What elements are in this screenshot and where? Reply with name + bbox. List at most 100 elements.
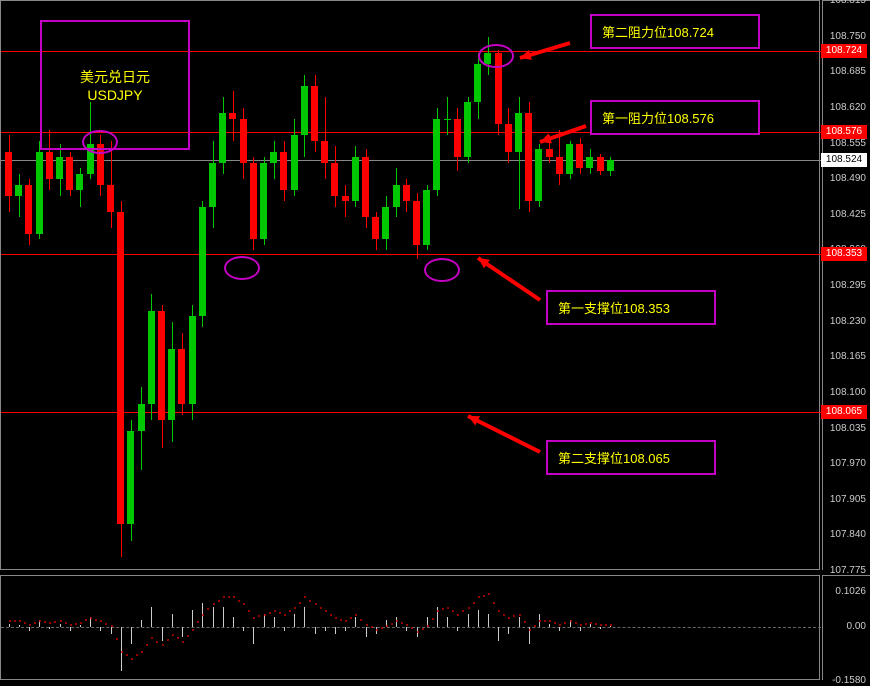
macd-dot [218, 600, 220, 602]
histogram-bar [580, 627, 581, 630]
candle-body [597, 157, 604, 171]
macd-dot [549, 620, 551, 622]
y-tick-label: 108.750 [824, 31, 866, 42]
macd-dot [60, 620, 62, 622]
macd-dot [116, 638, 118, 640]
arrow-icon [528, 114, 598, 154]
candle-body [250, 163, 257, 240]
y-tick-label: 108.425 [824, 209, 866, 220]
y-tick-label: 108.490 [824, 173, 866, 184]
candle-body [280, 152, 287, 190]
macd-dot [406, 624, 408, 626]
candle-body [168, 349, 175, 420]
candle-body [454, 119, 461, 157]
y-tick-label: 108.815 [824, 0, 866, 6]
candle-body [199, 207, 206, 317]
candle-body [393, 185, 400, 207]
macd-dot [304, 596, 306, 598]
macd-dot [432, 618, 434, 620]
macd-dot [376, 629, 378, 631]
arrow-icon [456, 404, 552, 464]
histogram-bar [274, 617, 275, 627]
candle-body [240, 119, 247, 163]
arrow-icon [466, 246, 552, 312]
macd-dot [238, 600, 240, 602]
histogram-bar [70, 627, 71, 630]
histogram-bar [325, 627, 326, 630]
macd-dot [605, 624, 607, 626]
macd-dot [162, 644, 164, 646]
indicator-tick-label: 0.00 [824, 621, 866, 632]
macd-dot [315, 603, 317, 605]
histogram-bar [559, 627, 560, 630]
candle-body [189, 316, 196, 404]
candle-body [148, 311, 155, 404]
macd-dot [49, 622, 51, 624]
y-axis: 108.815108.750108.685108.620108.555108.4… [822, 0, 870, 570]
candle-body [5, 152, 12, 196]
macd-dot [483, 595, 485, 597]
macd-dot [264, 614, 266, 616]
candle-body [178, 349, 185, 404]
macd-dot [29, 624, 31, 626]
macd-dot [294, 607, 296, 609]
candle-body [321, 141, 328, 163]
macd-dot [187, 635, 189, 637]
macd-dot [488, 593, 490, 595]
histogram-bar [111, 627, 112, 634]
macd-dot [202, 614, 204, 616]
macd-dot [192, 629, 194, 631]
macd-dot [14, 620, 16, 622]
macd-dot [258, 615, 260, 617]
macd-dot [437, 610, 439, 612]
annotation-box: 第二阻力位108.724 [590, 14, 760, 49]
highlight-ring [424, 258, 460, 282]
macd-dot [279, 612, 281, 614]
y-tick-label: 108.035 [824, 423, 866, 434]
macd-dot [167, 639, 169, 641]
macd-dot [600, 624, 602, 626]
histogram-bar [60, 624, 61, 627]
histogram-bar [49, 627, 50, 629]
histogram-bar [19, 625, 20, 627]
title-line2: USDJPY [87, 87, 142, 103]
candle-body [25, 185, 32, 234]
histogram-bar [131, 627, 132, 644]
candle-wick [325, 97, 326, 179]
candle-body [505, 124, 512, 151]
y-tick-label: 108.165 [824, 351, 866, 362]
candle-wick [19, 174, 20, 218]
macd-dot [478, 596, 480, 598]
macd-dot [156, 641, 158, 643]
price-tag: 108.353 [821, 247, 867, 261]
candle-body [270, 152, 277, 163]
macd-dot [325, 610, 327, 612]
macd-dot [146, 644, 148, 646]
arrow-icon [508, 31, 582, 70]
macd-dot [65, 622, 67, 624]
histogram-bar [355, 617, 356, 627]
macd-dot [320, 607, 322, 609]
macd-dot [141, 651, 143, 653]
histogram-bar [172, 614, 173, 628]
macd-dot [335, 617, 337, 619]
annotation-box: 第一阻力位108.576 [590, 100, 760, 135]
candle-body [515, 113, 522, 151]
candle-body [433, 119, 440, 190]
macd-dot [34, 622, 36, 624]
macd-dot [468, 607, 470, 609]
macd-dot [503, 614, 505, 616]
macd-dot [105, 623, 107, 625]
y-tick-label: 107.840 [824, 529, 866, 540]
y-tick-label: 108.555 [824, 138, 866, 149]
y-tick-label: 108.230 [824, 316, 866, 327]
macd-dot [559, 624, 561, 626]
histogram-bar [233, 617, 234, 627]
histogram-bar [590, 624, 591, 627]
histogram-bar [294, 614, 295, 628]
macd-dot [197, 621, 199, 623]
candle-body [607, 160, 614, 171]
macd-dot [44, 621, 46, 623]
histogram-bar [192, 610, 193, 627]
histogram-bar [264, 614, 265, 628]
